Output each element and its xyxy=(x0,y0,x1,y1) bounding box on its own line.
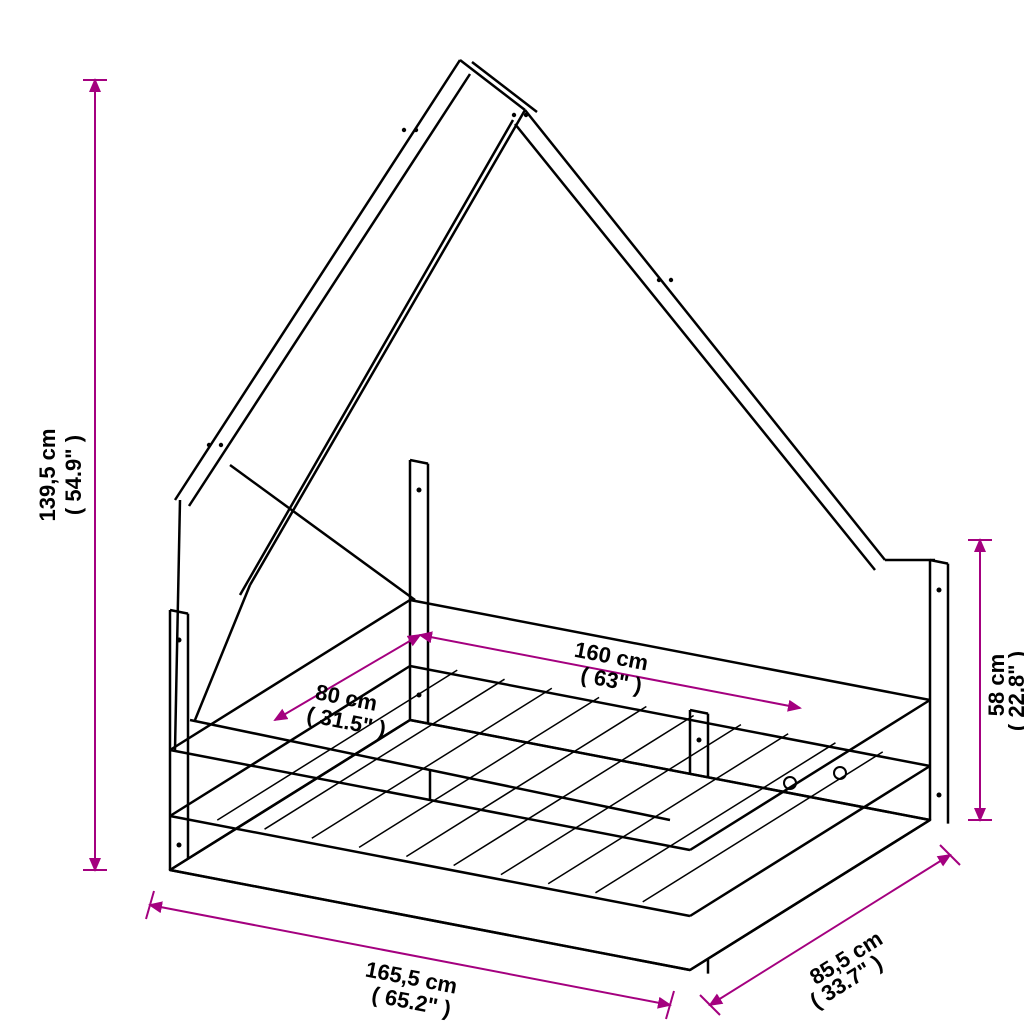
dimension-diagram: 139,5 cm( 54.9" )58 cm( 22.8" )165,5 cm(… xyxy=(0,0,1024,1024)
dim-post-height-in: ( 22.8" ) xyxy=(1004,651,1024,731)
dim-total-height-cm: 139,5 cm xyxy=(35,429,60,522)
dim-total-height-in: ( 54.9" ) xyxy=(61,435,86,515)
